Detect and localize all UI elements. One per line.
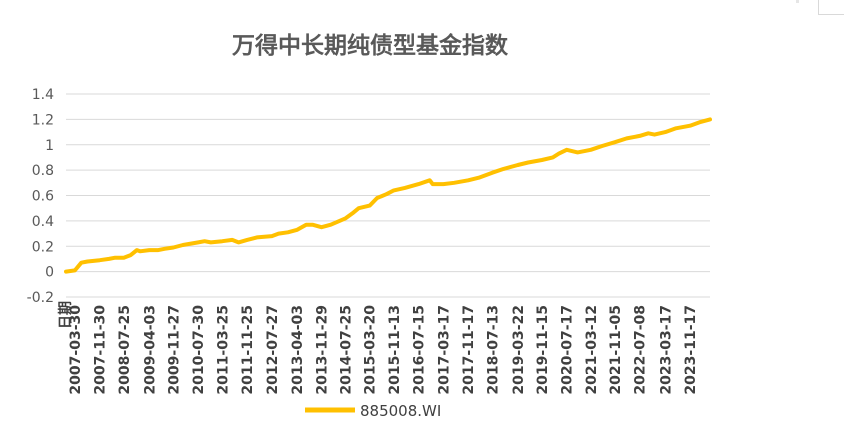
x-tick-label: 2020-07-17	[560, 305, 576, 395]
series-line	[64, 117, 712, 274]
y-tick-label: 1	[45, 138, 54, 154]
x-tick-label: 2023-11-17	[683, 305, 699, 395]
x-tick-label: 2011-11-25	[240, 305, 256, 395]
x-tick-label: 2010-07-30	[191, 305, 207, 395]
x-tick-label: 2008-07-25	[117, 305, 133, 395]
x-tick-label: 2017-03-17	[436, 305, 452, 395]
x-tick-label: 2016-07-15	[412, 305, 428, 395]
x-axis-label: 日期	[58, 301, 74, 329]
y-tick-label: 0.8	[32, 163, 54, 179]
x-tick-label: 2011-03-25	[215, 305, 231, 395]
y-tick-label: 0.2	[32, 239, 54, 255]
x-axis-tick-labels: 2007-03-30 2007-11-30 2008-07-25 2009-04-03…	[68, 305, 699, 395]
chart-series	[64, 117, 712, 274]
x-tick-label: 2009-11-27	[166, 305, 182, 395]
x-tick-label: 2019-11-15	[535, 305, 551, 395]
x-tick-label: 2014-07-25	[339, 305, 355, 395]
x-tick-label: 2015-03-20	[363, 305, 379, 395]
x-tick-label: 2021-03-12	[584, 305, 600, 395]
y-tick-label: 0.4	[32, 214, 54, 230]
y-tick-label: 0	[45, 265, 54, 281]
corner-dot	[796, 0, 799, 3]
chart-title: 万得中长期纯债型基金指数	[232, 32, 509, 59]
legend-label: 885008.WI	[360, 402, 441, 420]
y-tick-label: -0.2	[27, 290, 54, 306]
x-tick-label: 2007-11-30	[93, 305, 109, 395]
x-tick-label: 2022-07-08	[633, 305, 649, 395]
x-tick-label: 2021-11-05	[608, 305, 624, 395]
x-tick-label: 2009-04-03	[142, 305, 158, 395]
window-corner-edge	[818, 0, 844, 15]
y-tick-label: 0.6	[32, 189, 54, 205]
y-axis-tick-labels: -0.2 0 0.2 0.4 0.6 0.8 1 1.2 1.4	[27, 87, 54, 306]
x-tick-label: 2007-03-30	[68, 305, 84, 395]
x-tick-label: 2018-07-13	[485, 305, 501, 395]
x-tick-label: 2012-07-27	[265, 305, 281, 395]
y-tick-label: 1.2	[32, 112, 54, 128]
x-tick-label: 2019-03-22	[511, 305, 527, 395]
x-tick-label: 2013-11-29	[315, 305, 331, 395]
y-tick-label: 1.4	[32, 87, 54, 103]
x-tick-label: 2015-11-13	[387, 305, 403, 395]
x-tick-label: 2017-11-17	[461, 305, 477, 395]
x-tick-label: 2023-03-17	[658, 305, 674, 395]
chart-legend: 885008.WI	[305, 402, 441, 420]
x-tick-label: 2013-04-03	[290, 305, 306, 395]
